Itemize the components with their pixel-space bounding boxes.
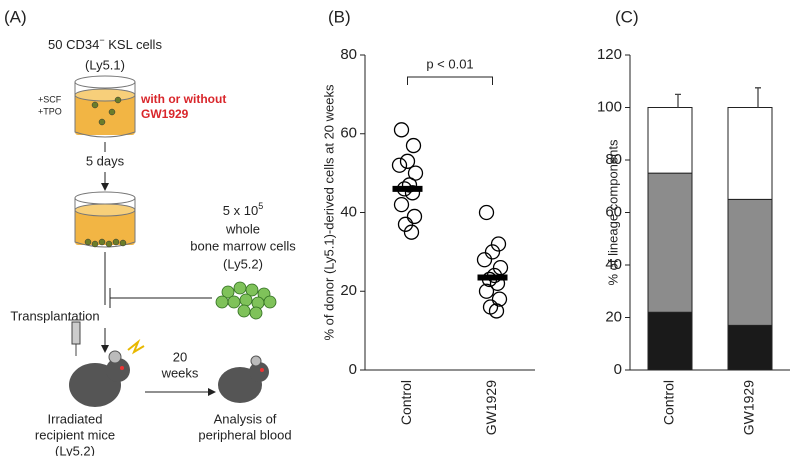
panel-label: (A) [4, 7, 27, 26]
text: 5 x 10 [223, 203, 258, 218]
treatment-label: with or without [140, 92, 226, 106]
beaker [74, 75, 136, 138]
data-point [393, 122, 410, 138]
text: − [99, 35, 104, 45]
analysis-label: Analysis of [214, 411, 277, 426]
x-tick-label: GW1929 [483, 380, 499, 435]
y-tick-label: 60 [605, 203, 622, 220]
bm-label: 5 x 105 [223, 201, 263, 218]
syringe [68, 319, 84, 356]
data-point [490, 236, 507, 252]
data-point [407, 165, 424, 181]
y-tick-label: 20 [340, 282, 357, 299]
y-tick-label: 80 [340, 46, 357, 63]
recipient-label: Irradiated [48, 411, 103, 426]
data-point [478, 283, 495, 299]
error-bar [675, 93, 681, 108]
y-tick-label: 0 [614, 361, 622, 378]
data-point [391, 157, 408, 173]
text: 5 [258, 201, 263, 211]
error-bar [755, 87, 761, 108]
bar-segment [647, 311, 693, 371]
analysis-label: peripheral blood [198, 427, 291, 442]
data-point [491, 291, 508, 307]
mouse [69, 338, 145, 407]
panel-a: (A) 50 CD34− KSL cells (Ly5.1) +SCF +TPO… [4, 7, 296, 456]
recipient-label: recipient mice [35, 427, 115, 442]
bm-label: (Ly5.2) [223, 256, 263, 271]
bar-segment [727, 324, 773, 371]
data-point [405, 137, 422, 154]
data-point [478, 204, 495, 221]
data-point [404, 185, 421, 201]
time-label: 5 days [86, 153, 125, 168]
y-tick-label: 20 [605, 308, 622, 325]
y-tick-label: 40 [340, 203, 357, 220]
bracket [407, 76, 493, 85]
data-point [403, 224, 420, 240]
y-axis-label: % of lineage components [605, 139, 620, 285]
beaker [74, 191, 136, 248]
data-point [484, 244, 501, 260]
mouse [218, 355, 269, 403]
transplant-label: Transplantation [10, 308, 99, 323]
text: 50 CD34 [48, 37, 99, 52]
y-tick-label: 80 [605, 151, 622, 168]
x-tick-label: Control [661, 380, 677, 425]
x-tick-label: GW1929 [741, 380, 757, 435]
bm-label: bone marrow cells [190, 238, 296, 253]
scf-label: +SCF [38, 94, 62, 104]
y-axis-label: % of donor (Ly5.1)-derived cells at 20 w… [321, 84, 336, 341]
data-point [397, 216, 414, 232]
data-point [401, 177, 418, 193]
panel-label: (C) [615, 7, 639, 26]
data-point [488, 303, 505, 319]
bar-segment [727, 198, 773, 326]
treatment-label: GW1929 [141, 107, 189, 121]
bar-segment [727, 107, 773, 200]
data-point [393, 196, 410, 213]
bm-label: whole [225, 221, 260, 236]
text: KSL cells [105, 37, 163, 52]
recipient-label: (Ly5.2) [55, 443, 95, 456]
panel-label: (B) [328, 7, 351, 26]
donor-label: (Ly5.1) [85, 57, 125, 72]
time-label: weeks [161, 365, 199, 380]
data-point [399, 153, 416, 169]
y-tick-label: 100 [597, 98, 622, 115]
data-point [476, 252, 493, 268]
bar-segment [647, 172, 693, 313]
data-point [406, 208, 423, 225]
tpo-label: +TPO [38, 106, 62, 116]
y-tick-label: 40 [605, 256, 622, 273]
bar-segment [647, 107, 693, 174]
time-label: 20 [173, 349, 187, 364]
annotation: p < 0.01 [426, 56, 473, 71]
x-tick-label: Control [398, 380, 414, 425]
y-tick-label: 0 [349, 361, 357, 378]
y-tick-label: 120 [597, 46, 622, 63]
y-tick-label: 60 [340, 125, 357, 142]
cell-cluster [215, 281, 277, 320]
cells-label: 50 CD34− KSL cells [48, 35, 162, 52]
